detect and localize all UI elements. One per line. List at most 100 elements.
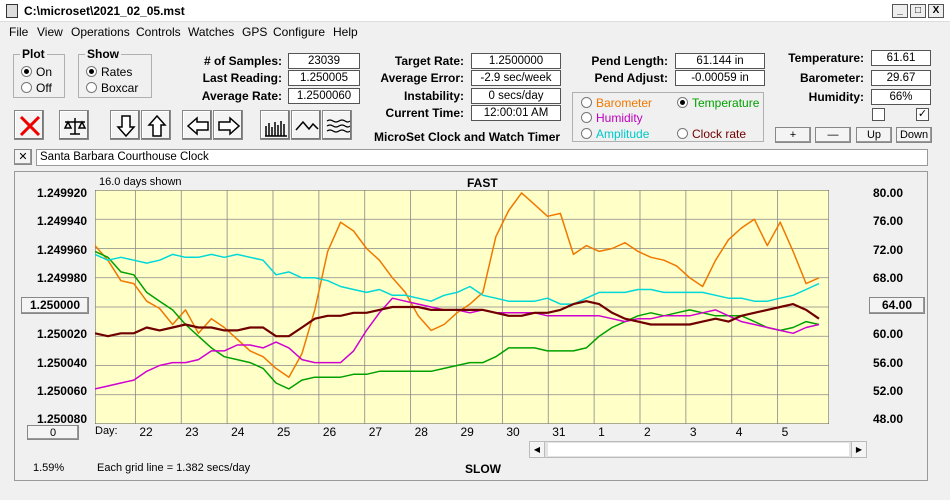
average-error-label: Average Error:	[380, 71, 464, 85]
pend-length-value: 61.144 in	[675, 53, 765, 69]
left-checkbox[interactable]	[872, 108, 885, 121]
humidity-value: 66%	[871, 89, 931, 105]
last-reading-value: 1.250005	[288, 70, 360, 86]
line-view-button[interactable]	[291, 110, 321, 140]
fast-label: FAST	[467, 176, 498, 190]
menu-file[interactable]: File	[9, 25, 29, 39]
y-left-tick: 1.250080	[36, 412, 87, 426]
series-line-0	[95, 192, 820, 378]
arrow-up-icon	[147, 114, 167, 137]
day-tick-label: 29	[460, 425, 474, 439]
plus-button[interactable]: +	[775, 127, 811, 143]
wave-view-button[interactable]	[322, 110, 352, 140]
samples-label: # of Samples:	[203, 54, 282, 68]
barometer-radio[interactable]: Barometer	[581, 96, 652, 110]
instability-label: Instability:	[403, 89, 464, 103]
show-rates-radio[interactable]: Rates	[86, 65, 132, 79]
instability-value: 0 secs/day	[471, 88, 561, 104]
menu-help[interactable]: Help	[333, 25, 358, 39]
humidity-radio[interactable]: Humidity	[581, 111, 643, 125]
radio-dot	[581, 97, 592, 108]
minus-button[interactable]: —	[815, 127, 851, 143]
radio-dot	[677, 97, 688, 108]
menu-configure[interactable]: Configure	[273, 25, 326, 39]
y-left-tick: 1.249980	[36, 271, 87, 285]
day-tick-label: 1	[598, 425, 605, 439]
plot-group-title: Plot	[20, 47, 47, 61]
clear-button[interactable]	[14, 110, 44, 140]
menu-controls[interactable]: Controls	[136, 25, 181, 39]
center-aux-button[interactable]: 64.00	[869, 297, 925, 314]
menu-operations[interactable]: Operations	[71, 25, 130, 39]
down-button[interactable]: Down	[896, 127, 932, 143]
time-scrollbar[interactable]: ◀ ▶	[529, 441, 867, 458]
bar-chart-icon	[265, 121, 287, 137]
clear-name-button[interactable]: ✕	[14, 149, 32, 165]
temperature-radio[interactable]: Temperature	[677, 96, 759, 110]
arrow-down-icon	[116, 115, 136, 138]
maximize-button[interactable]: □	[910, 4, 926, 18]
y-left-tick: 1.250060	[36, 384, 87, 398]
radio-dot	[581, 128, 592, 139]
pend-adjust-label: Pend Adjust:	[594, 71, 668, 85]
bar-view-button[interactable]	[260, 110, 290, 140]
zero-button[interactable]: 0	[27, 425, 79, 440]
minimize-button[interactable]: _	[892, 4, 908, 18]
day-tick-label: 27	[368, 425, 383, 439]
day-tick-label: 25	[276, 425, 291, 439]
balance-scale-icon	[63, 118, 87, 135]
arrow-left-icon	[186, 116, 209, 136]
show-boxcar-radio[interactable]: Boxcar	[86, 81, 138, 95]
day-tick-label: 3	[689, 425, 697, 439]
y-left-tick: 1.249920	[36, 186, 87, 200]
clock-name-field[interactable]: Santa Barbara Courthouse Clock	[36, 149, 928, 166]
aux-select-group: Barometer Temperature Humidity Amplitude…	[572, 92, 764, 142]
series-line-4	[95, 300, 820, 338]
plot-off-label: Off	[36, 81, 52, 95]
arrow-down-button[interactable]	[110, 110, 140, 140]
right-checkbox[interactable]: ✓	[916, 108, 929, 121]
close-window-button[interactable]: X	[928, 4, 944, 18]
arrow-right-icon	[218, 116, 241, 136]
average-rate-label: Average Rate:	[201, 89, 282, 103]
scroll-right-arrow[interactable]: ▶	[851, 442, 866, 457]
plot-on-radio[interactable]: On	[21, 65, 52, 79]
menu-watches[interactable]: Watches	[188, 25, 235, 39]
y-right-tick: 56.00	[873, 356, 904, 370]
scroll-left-arrow[interactable]: ◀	[530, 442, 545, 457]
rate-plot[interactable]	[95, 190, 829, 424]
last-reading-label: Last Reading:	[202, 71, 282, 85]
scroll-thumb[interactable]	[548, 443, 849, 456]
day-tick-label: 22	[139, 425, 153, 439]
show-boxcar-label: Boxcar	[101, 81, 139, 95]
amplitude-radio-label: Amplitude	[596, 127, 650, 141]
up-button[interactable]: Up	[856, 127, 892, 143]
temperature-label: Temperature:	[788, 51, 864, 65]
line-chart-icon	[295, 120, 319, 131]
grid-note: Each grid line = 1.382 secs/day	[97, 462, 251, 474]
radio-dot	[677, 128, 688, 139]
plot-group: Plot On Off	[13, 47, 65, 98]
clock-rate-radio[interactable]: Clock rate	[677, 127, 746, 141]
arrow-right-button[interactable]	[213, 110, 243, 140]
clock-rate-radio-label: Clock rate	[692, 127, 747, 141]
day-tick-label: 26	[322, 425, 337, 439]
day-tick-label: 23	[185, 425, 199, 439]
amplitude-radio[interactable]: Amplitude	[581, 127, 649, 141]
balance-button[interactable]	[59, 110, 89, 140]
menu-view[interactable]: View	[37, 25, 63, 39]
y-right-tick: 48.00	[873, 412, 904, 426]
barometer-value: 29.67	[871, 70, 931, 86]
center-rate-button[interactable]: 1.250000	[21, 297, 89, 314]
wave-icon	[326, 119, 350, 133]
temperature-radio-label: Temperature	[692, 96, 760, 110]
y-right-tick: 76.00	[873, 214, 904, 228]
plot-off-radio[interactable]: Off	[21, 81, 52, 95]
day-tick-label: 5	[781, 425, 789, 439]
humidity-radio-label: Humidity	[596, 111, 643, 125]
menu-gps[interactable]: GPS	[242, 25, 268, 39]
plot-on-label: On	[36, 65, 53, 79]
arrow-up-button[interactable]	[141, 110, 171, 140]
arrow-left-button[interactable]	[182, 110, 212, 140]
pend-adjust-value: -0.00059 in	[675, 70, 765, 86]
